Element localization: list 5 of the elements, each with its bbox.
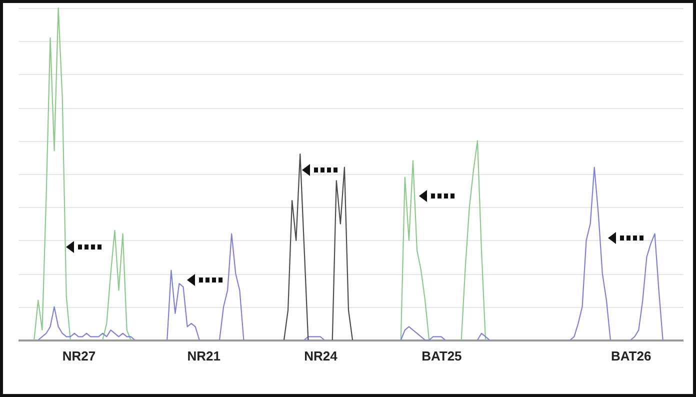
x-tick-label: NR24 <box>304 348 338 364</box>
x-tick-label: NR27 <box>62 348 96 364</box>
x-tick-label: BAT25 <box>422 348 462 364</box>
x-tick-label: NR21 <box>187 348 221 364</box>
x-tick-label: BAT26 <box>610 348 652 364</box>
